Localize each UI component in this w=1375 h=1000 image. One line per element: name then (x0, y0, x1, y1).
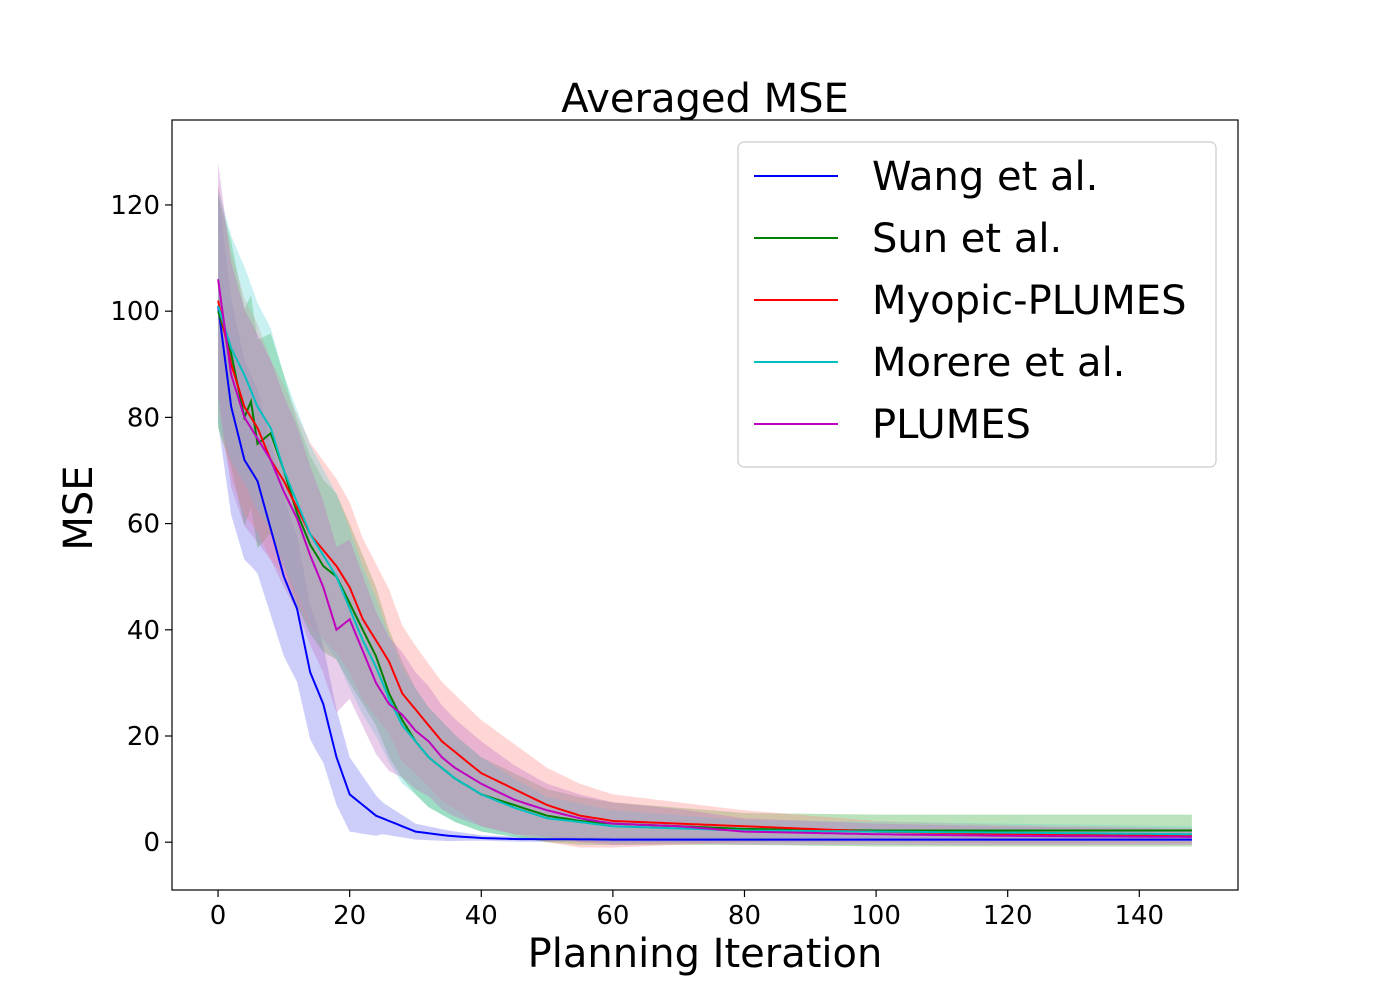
x-tick-label: 0 (210, 901, 227, 931)
y-tick-label: 80 (127, 403, 160, 433)
chart-title: Averaged MSE (561, 76, 849, 122)
y-tick-label: 100 (110, 297, 160, 327)
y-axis-label: MSE (56, 465, 102, 550)
y-tick-label: 40 (127, 616, 160, 646)
x-tick-label: 20 (333, 901, 366, 931)
series-lines (217, 279, 1192, 841)
x-axis-label: Planning Iteration (528, 931, 883, 977)
y-axis: 0 20 40 60 80 100 120 (110, 191, 172, 858)
series-line-sun-et-al (217, 310, 1192, 832)
legend-entry: Myopic-PLUMES (872, 278, 1186, 324)
x-tick-label: 100 (851, 901, 901, 931)
plot-frame (171, 119, 1239, 891)
series-line-wang-et-al (217, 305, 1192, 841)
y-tick-label: 0 (143, 828, 160, 858)
x-tick-label: 80 (728, 901, 761, 931)
legend-box (737, 141, 1217, 468)
x-tick-label: 120 (983, 901, 1033, 931)
x-tick-label: 40 (465, 901, 498, 931)
y-tick-label: 120 (110, 191, 160, 221)
series-line-myopic-plumes (217, 300, 1192, 837)
x-tick-label: 140 (1114, 901, 1164, 931)
y-tick-label: 20 (127, 722, 160, 752)
legend-entry: Morere et al. (872, 340, 1125, 386)
x-axis: 0 20 40 60 80 100 120 140 (210, 890, 1164, 931)
legend-entry: Wang et al. (872, 154, 1098, 200)
y-tick-label: 60 (127, 510, 160, 540)
legend-entry: PLUMES (872, 402, 1031, 448)
legend: Wang et al. Sun et al. Myopic-PLUMES Morere… (737, 141, 1217, 468)
x-tick-label: 60 (596, 901, 629, 931)
legend-entry: Sun et al. (872, 216, 1062, 262)
series-line-plumes (217, 279, 1192, 838)
